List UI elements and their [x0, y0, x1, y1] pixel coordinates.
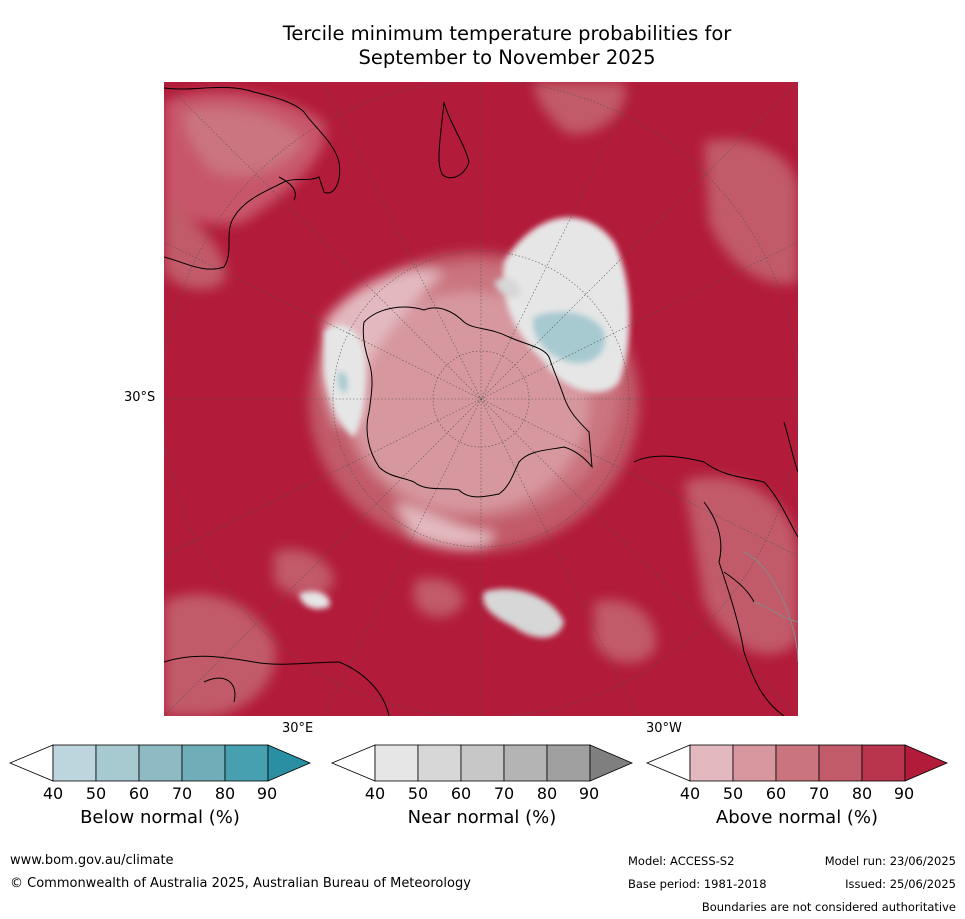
- issued-text: Issued: 25/06/2025: [845, 877, 956, 891]
- colorbar-low-extend: [330, 744, 376, 782]
- tick-label: 40: [42, 784, 64, 803]
- colorbar-swatch: [417, 744, 462, 782]
- colorbar-below-swatches: [8, 744, 312, 782]
- colorbar-high-extend: [904, 744, 949, 782]
- colorbar-swatch: [775, 744, 820, 782]
- colorbar-above-title: Above normal (%): [715, 807, 879, 828]
- colorbar-swatch: [689, 744, 734, 782]
- above-normal-mid-regions: [164, 82, 798, 716]
- colorbar-high-extend: [589, 744, 634, 782]
- latitude-label: 30°S: [124, 390, 156, 405]
- tick-label: 50: [407, 784, 429, 803]
- colorbar-below-title: Below normal (%): [80, 807, 240, 828]
- tick-label: 70: [808, 784, 830, 803]
- tick-label: 80: [214, 784, 236, 803]
- base-period-text: Base period: 1981-2018: [628, 877, 767, 891]
- tick-label: 60: [128, 784, 150, 803]
- tick-label: 40: [679, 784, 701, 803]
- colorbar-swatch: [732, 744, 777, 782]
- boundaries: [743, 551, 798, 663]
- longitude-label-west: 30°W: [646, 721, 682, 736]
- colorbar-below-normal: 40 50 60 70 80 90 Below normal (%): [8, 744, 312, 828]
- title-line-1: Tercile minimum temperature probabilitie…: [282, 22, 732, 45]
- colorbar-swatch: [818, 744, 863, 782]
- tick-label: 80: [851, 784, 873, 803]
- colorbar-high-extend: [267, 744, 312, 782]
- colorbar-near-ticks: 40 50 60 70 80 90: [332, 784, 632, 804]
- copyright-text: © Commonwealth of Australia 2025, Austra…: [10, 876, 471, 891]
- colorbar-low-extend: [8, 744, 54, 782]
- map-canvas: [164, 82, 798, 716]
- tick-label: 70: [493, 784, 515, 803]
- colorbar-above-ticks: 40 50 60 70 80 90: [647, 784, 947, 804]
- colorbar-low-extend: [645, 744, 691, 782]
- tick-label: 40: [364, 784, 386, 803]
- colorbar-near-title: Near normal (%): [407, 807, 557, 828]
- colorbar-above-swatches: [645, 744, 949, 782]
- longitude-label-east: 30°E: [282, 721, 314, 736]
- below-normal-region: [337, 312, 605, 393]
- colorbar-swatch: [52, 744, 97, 782]
- colorbar-swatch: [138, 744, 183, 782]
- colorbar-swatch: [374, 744, 419, 782]
- colorbar-above-normal: 40 50 60 70 80 90 Above normal (%): [645, 744, 949, 828]
- model-text: Model: ACCESS-S2: [628, 854, 735, 868]
- map-title: Tercile minimum temperature probabilitie…: [0, 22, 965, 70]
- colorbar-swatch: [95, 744, 140, 782]
- colorbar-below-ticks: 40 50 60 70 80 90: [10, 784, 310, 804]
- colorbar-swatch: [861, 744, 906, 782]
- colorbar-swatch: [546, 744, 591, 782]
- tick-label: 60: [450, 784, 472, 803]
- tick-label: 60: [765, 784, 787, 803]
- graticule: [164, 82, 798, 716]
- colorbar-near-swatches: [330, 744, 634, 782]
- tick-label: 70: [171, 784, 193, 803]
- tick-label: 50: [722, 784, 744, 803]
- tick-label: 80: [536, 784, 558, 803]
- title-line-2: September to November 2025: [358, 46, 656, 69]
- colorbar-near-normal: 40 50 60 70 80 90 Near normal (%): [330, 744, 634, 828]
- probability-map: [164, 82, 798, 716]
- disclaimer-text: Boundaries are not considered authoritat…: [701, 900, 956, 914]
- tick-label: 90: [893, 784, 915, 803]
- coastlines: [164, 86, 798, 716]
- colorbar-swatch: [224, 744, 269, 782]
- tick-label: 90: [578, 784, 600, 803]
- colorbar-swatch: [181, 744, 226, 782]
- near-normal-region: [299, 217, 630, 638]
- tick-label: 50: [85, 784, 107, 803]
- website-link[interactable]: www.bom.gov.au/climate: [10, 853, 174, 868]
- tick-label: 90: [256, 784, 278, 803]
- colorbar-swatch: [460, 744, 505, 782]
- model-run-text: Model run: 23/06/2025: [824, 854, 956, 868]
- colorbar-swatch: [503, 744, 548, 782]
